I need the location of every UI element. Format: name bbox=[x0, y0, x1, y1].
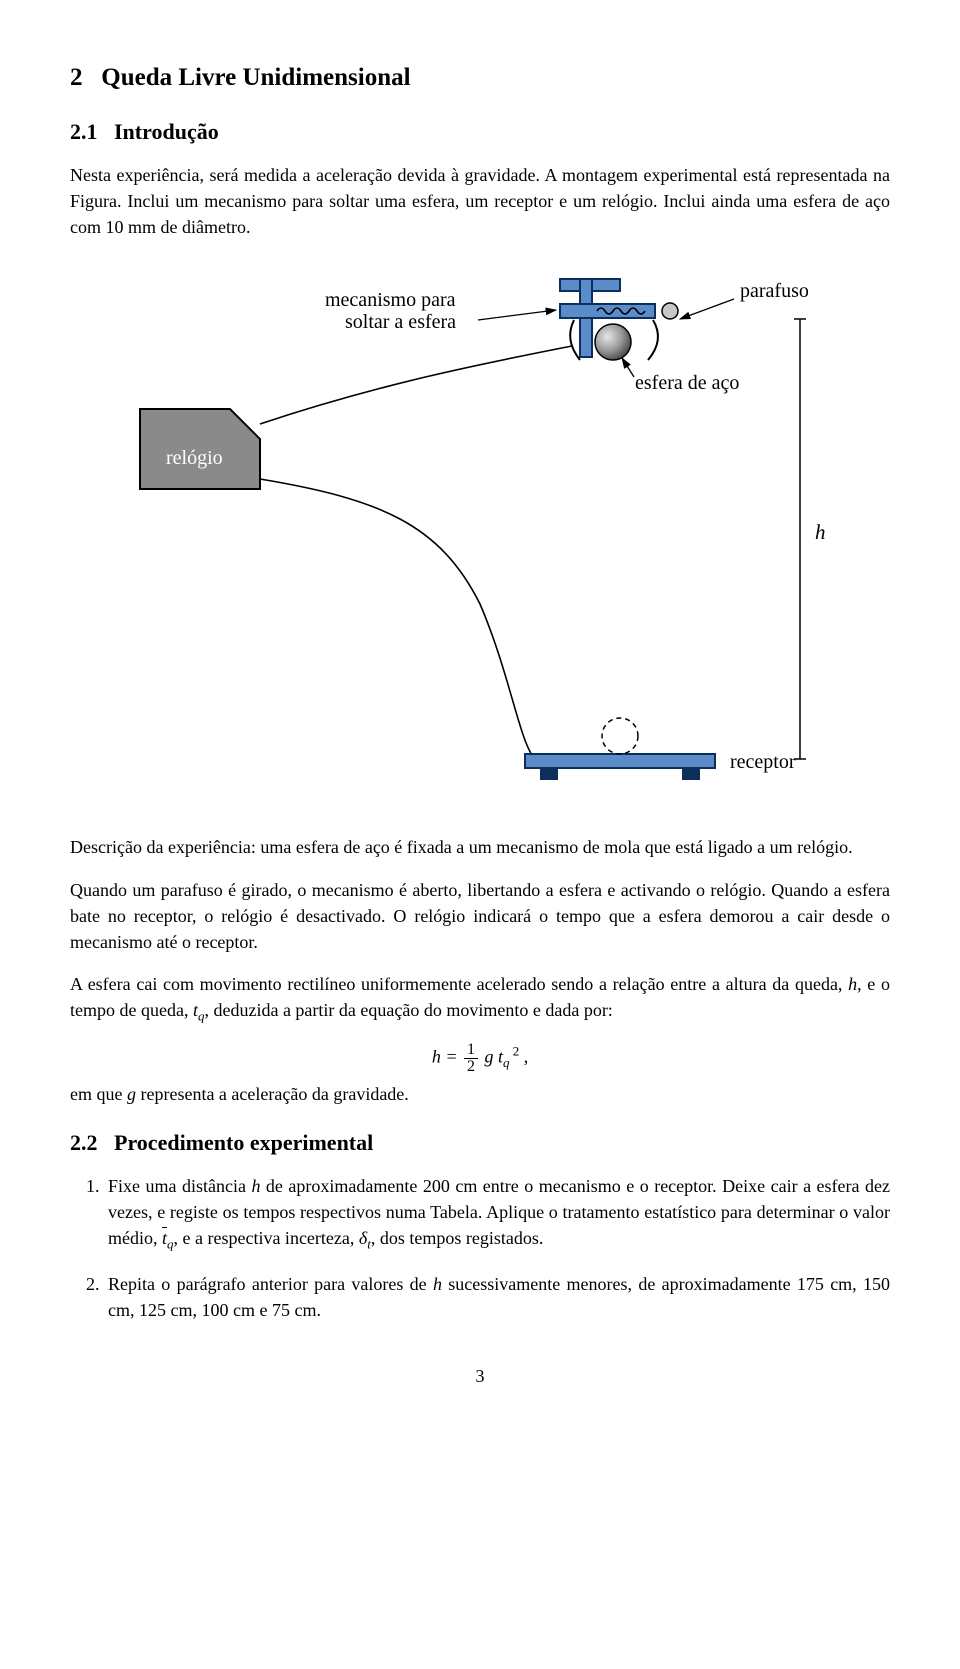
procedure-step-2: Repita o parágrafo anterior para valores… bbox=[104, 1271, 890, 1323]
subsection-heading: 2.1 Introdução bbox=[70, 116, 890, 148]
mechanism-label-l1: mecanismo para bbox=[325, 289, 456, 311]
subsection2-title: Procedimento experimental bbox=[114, 1130, 373, 1155]
subsection2-heading: 2.2 Procedimento experimental bbox=[70, 1127, 890, 1159]
clock-icon: relógio bbox=[140, 409, 260, 489]
section-number: 2 bbox=[70, 64, 83, 91]
section-title: Queda Livre Unidimensional bbox=[101, 64, 410, 91]
receptor-icon bbox=[525, 718, 715, 780]
equation-h: h = 12 g tq 2 , bbox=[70, 1042, 890, 1075]
intro-paragraph: Nesta experiência, será medida a acelera… bbox=[70, 162, 890, 240]
sphere-label: esfera de aço bbox=[635, 372, 739, 394]
mechanism-label-l2: soltar a esfera bbox=[345, 311, 456, 333]
procedure-step-1: Fixe uma distância h de aproximadamente … bbox=[104, 1173, 890, 1255]
description-p2: Quando um parafuso é girado, o mecanismo… bbox=[70, 877, 890, 955]
subsection2-number: 2.2 bbox=[70, 1130, 98, 1155]
experiment-figure: h parafuso mecanismo para soltar a esfer… bbox=[100, 264, 860, 804]
release-mechanism-icon bbox=[560, 279, 678, 360]
page-number: 3 bbox=[70, 1363, 890, 1389]
equation-after: em que g representa a aceleração da grav… bbox=[70, 1081, 890, 1107]
height-label: h bbox=[815, 520, 826, 544]
section-heading: 2 Queda Livre Unidimensional bbox=[70, 60, 890, 96]
screw-label: parafuso bbox=[740, 280, 809, 302]
receptor-label: receptor bbox=[730, 751, 796, 773]
subsection-number: 2.1 bbox=[70, 119, 98, 144]
description-p3: A esfera cai com movimento rectilíneo un… bbox=[70, 971, 890, 1026]
clock-label: relógio bbox=[166, 447, 223, 469]
description-p1: Descrição da experiência: uma esfera de … bbox=[70, 834, 890, 860]
subsection-title: Introdução bbox=[114, 119, 219, 144]
procedure-list: Fixe uma distância h de aproximadamente … bbox=[70, 1173, 890, 1323]
